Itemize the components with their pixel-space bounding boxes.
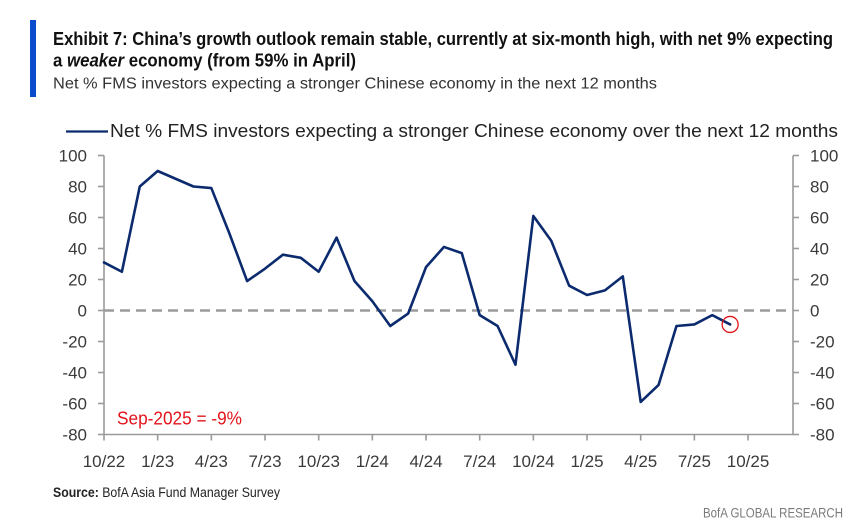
legend-label: Net % FMS investors expecting a stronger… bbox=[110, 120, 838, 141]
title-line-2: a weaker economy (from 59% in April) bbox=[53, 51, 356, 71]
data-point-2022-11 bbox=[119, 269, 124, 274]
data-point-2024-01 bbox=[370, 299, 375, 304]
data-point-2025-02 bbox=[602, 288, 607, 293]
title-emphasis: weaker bbox=[67, 51, 125, 71]
y-tick-label-left: -60 bbox=[62, 395, 87, 414]
data-point-2023-04 bbox=[209, 186, 214, 191]
data-point-2025-01 bbox=[585, 293, 590, 298]
source-label: Source: bbox=[53, 485, 99, 500]
data-point-2024-07 bbox=[477, 313, 482, 318]
data-point-2024-08 bbox=[495, 324, 500, 329]
data-point-2023-05 bbox=[227, 231, 232, 236]
data-point-2024-04 bbox=[424, 265, 429, 270]
data-point-2025-04 bbox=[638, 399, 643, 404]
data-point-2025-09 bbox=[728, 322, 733, 327]
annotation-label: Sep-2025 = -9% bbox=[117, 409, 242, 429]
x-tick-label: 7/23 bbox=[248, 452, 281, 471]
highlight-circle bbox=[721, 315, 739, 334]
data-point-2025-07 bbox=[692, 322, 697, 327]
x-tick-label: 4/25 bbox=[624, 452, 657, 471]
x-tick-label: 10/25 bbox=[727, 452, 770, 471]
x-tick-label: 1/23 bbox=[141, 452, 174, 471]
x-tick-label: 1/24 bbox=[356, 452, 389, 471]
title-line-2-suffix: economy (from 59% in April) bbox=[124, 51, 356, 71]
data-point-2025-03 bbox=[620, 274, 625, 279]
data-point-2023-09 bbox=[298, 255, 303, 260]
source-text: BofA Asia Fund Manager Survey bbox=[99, 485, 280, 500]
x-tick-label: 1/25 bbox=[570, 452, 603, 471]
y-tick-label-right: 80 bbox=[810, 178, 829, 197]
x-tick-label: 7/24 bbox=[463, 452, 496, 471]
y-tick-label-right: 100 bbox=[810, 147, 838, 166]
data-point-2024-02 bbox=[388, 324, 393, 329]
y-tick-label-right: 60 bbox=[810, 209, 829, 228]
x-tick-label: 10/24 bbox=[512, 452, 555, 471]
source-note: Source: BofA Asia Fund Manager Survey bbox=[53, 485, 280, 500]
y-tick-label-left: -20 bbox=[62, 333, 87, 352]
y-tick-label-right: -80 bbox=[810, 426, 835, 445]
data-point-2023-01 bbox=[155, 169, 160, 174]
chart-plot-area bbox=[102, 169, 787, 404]
series-line bbox=[102, 169, 732, 404]
data-point-2023-12 bbox=[352, 279, 357, 284]
y-tick-label-left: 100 bbox=[59, 147, 87, 166]
legend: Net % FMS investors expecting a stronger… bbox=[66, 120, 838, 141]
y-tick-label-left: 40 bbox=[68, 240, 87, 259]
data-point-2024-09 bbox=[513, 362, 518, 367]
y-tick-label-right: 0 bbox=[810, 302, 819, 321]
data-point-2024-10 bbox=[531, 213, 536, 218]
x-tick-label: 4/24 bbox=[409, 452, 442, 471]
data-point-2023-10 bbox=[316, 269, 321, 274]
subtitle: Net % FMS investors expecting a stronger… bbox=[53, 76, 657, 93]
data-point-2025-06 bbox=[674, 324, 679, 329]
y-tick-label-right: -20 bbox=[810, 333, 835, 352]
data-point-2023-06 bbox=[245, 279, 250, 284]
y-tick-label-left: 80 bbox=[68, 178, 87, 197]
y-tick-label-left: 20 bbox=[68, 271, 87, 290]
data-point-2024-11 bbox=[549, 238, 554, 243]
chart-axes: 100 100 80 80 60 60 40 40 20 20 0 0 -20 -20 -40 -40 -60 -… bbox=[59, 147, 839, 472]
data-point-2023-07 bbox=[263, 266, 268, 271]
data-point-2022-10 bbox=[102, 260, 107, 265]
x-tick-label: 4/23 bbox=[195, 452, 228, 471]
data-point-2024-05 bbox=[441, 244, 446, 249]
y-tick-label-right: 40 bbox=[810, 240, 829, 259]
y-tick-label-left: 60 bbox=[68, 209, 87, 228]
data-point-2023-11 bbox=[334, 235, 339, 240]
x-tick-label: 10/23 bbox=[297, 452, 340, 471]
x-tick-label: 7/25 bbox=[678, 452, 711, 471]
y-tick-label-right: -40 bbox=[810, 364, 835, 383]
y-tick-label-left: -80 bbox=[62, 426, 87, 445]
brand-label: BofA GLOBAL RESEARCH bbox=[703, 506, 843, 521]
data-point-2024-12 bbox=[567, 283, 572, 288]
y-tick-label-right: -60 bbox=[810, 395, 835, 414]
title-line-2-prefix: a bbox=[53, 51, 67, 71]
data-point-2022-12 bbox=[137, 184, 142, 189]
data-point-2024-03 bbox=[406, 311, 411, 316]
data-point-2025-08 bbox=[710, 313, 715, 318]
data-point-2023-03 bbox=[191, 184, 196, 189]
y-tick-label-right: 20 bbox=[810, 271, 829, 290]
x-tick-label: 10/22 bbox=[83, 452, 126, 471]
y-tick-label-left: 0 bbox=[78, 302, 87, 321]
data-point-2024-06 bbox=[459, 251, 464, 256]
title-line-1: Exhibit 7: China’s growth outlook remain… bbox=[53, 29, 833, 49]
title-accent-bar bbox=[30, 20, 36, 97]
data-point-2025-05 bbox=[656, 382, 661, 387]
data-point-2023-08 bbox=[280, 252, 285, 257]
data-point-2023-02 bbox=[173, 176, 178, 181]
y-tick-label-left: -40 bbox=[62, 364, 87, 383]
